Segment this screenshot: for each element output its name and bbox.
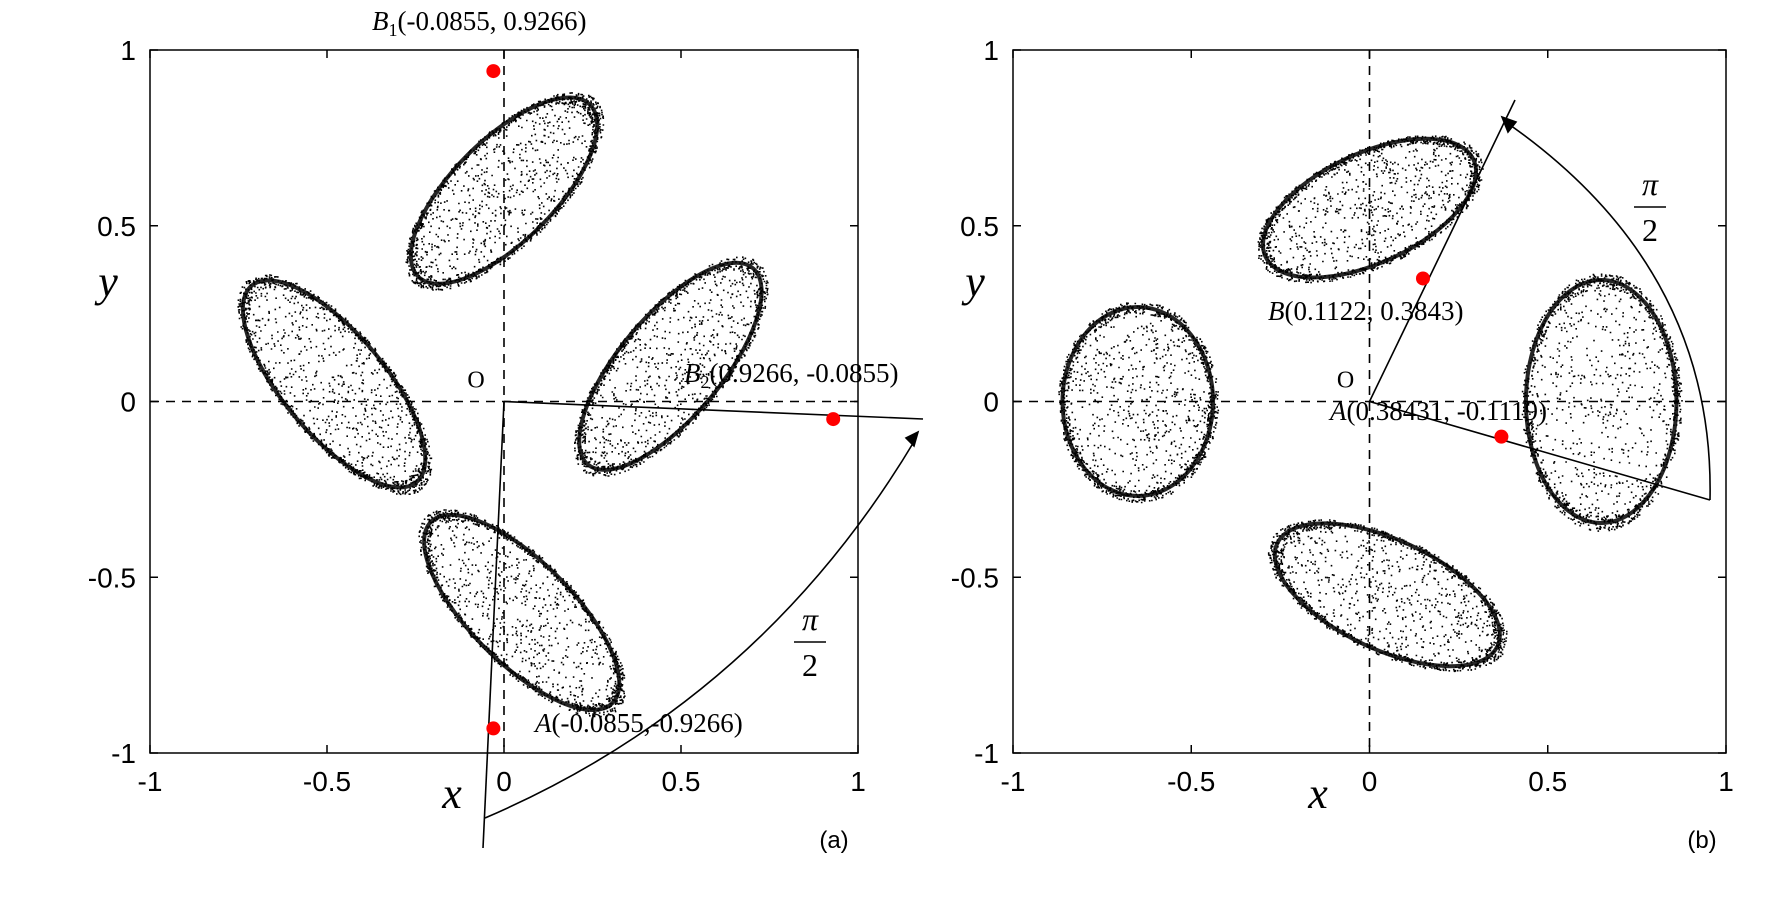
x-tick-label: 0.5	[1528, 766, 1567, 797]
point-label-coords: (0.9266, -0.0855)	[710, 358, 899, 388]
x-tick-label: 0	[496, 766, 512, 797]
y-tick-label: -0.5	[951, 562, 999, 593]
attractor-dots	[1257, 135, 1484, 284]
highlight-points	[486, 64, 841, 736]
point-label-subscript: 2	[701, 372, 710, 392]
y-tick-label: -0.5	[88, 562, 136, 593]
panel-b: -1 -0.5 0 0.5 110.50-0.5-1xy(b)Oπ2B(0.1122, …	[951, 35, 1734, 854]
origin-label: O	[467, 368, 484, 394]
x-tick-label: 0.5	[662, 766, 701, 797]
attractor-lobe	[1058, 302, 1220, 504]
point-label-coords: (0.38431, -0.1119)	[1347, 396, 1547, 426]
y-tick-label: 1	[120, 35, 136, 66]
attractor-lobe	[1267, 519, 1508, 673]
y-tick-label: 0	[120, 387, 136, 418]
attractor-dots	[1058, 302, 1220, 504]
highlight-points	[1415, 271, 1509, 444]
point-label-B: B(0.1122, 0.3843)	[1268, 296, 1463, 326]
point-A	[1494, 429, 1509, 444]
panel-a: -1 -0.5 0 0.5 110.50-0.5-1xy(a)Oπ2B1(-0.0855…	[88, 6, 924, 854]
point-label-subscript: 1	[389, 20, 398, 40]
y-tick-label: 1	[983, 35, 999, 66]
point-label-A: A(0.38431, -0.1119)	[1328, 396, 1547, 426]
attractor-band	[408, 95, 600, 286]
point-label-B1: B1(-0.0855, 0.9266)	[372, 6, 586, 40]
guide-line	[1369, 400, 1711, 501]
x-tick-label: -1	[138, 766, 163, 797]
point-B2	[826, 412, 841, 427]
arrow-head	[1500, 115, 1518, 134]
point-label-A: A(-0.0855,-0.9266)	[533, 708, 743, 738]
attractor-band	[1272, 521, 1502, 669]
x-tick-label: -0.5	[1167, 766, 1215, 797]
rotation-numerator: π	[1642, 166, 1659, 202]
panel-label: (a)	[819, 827, 848, 854]
x-tick-label: 1	[1718, 766, 1734, 797]
point-label-symbol: B	[684, 358, 701, 388]
attractor-lobe	[574, 256, 769, 477]
panel-label: (b)	[1687, 827, 1716, 854]
point-label-coords: (-0.0855,-0.9266)	[552, 708, 743, 738]
y-tick-label: 0.5	[97, 211, 136, 242]
y-tick-label: 0	[983, 387, 999, 418]
point-label-B2: B2(0.9266, -0.0855)	[684, 358, 898, 392]
point-label-coords: (-0.0855, 0.9266)	[398, 6, 587, 36]
y-axis-label: y	[961, 257, 985, 306]
rotation-numerator: π	[802, 601, 819, 637]
attractor-band	[1260, 136, 1479, 280]
rotation-guide	[1368, 99, 1711, 501]
point-B1	[486, 64, 501, 79]
guide-line	[503, 400, 924, 420]
attractor-band	[422, 512, 622, 712]
point-labels: B(0.1122, 0.3843) A(0.38431, -0.1119)	[1268, 296, 1547, 426]
point-label-symbol: B	[1268, 296, 1285, 326]
attractor-dots	[237, 274, 433, 496]
attractor-lobe	[418, 509, 626, 718]
attractor-lobe	[1257, 135, 1484, 284]
attractor-band	[577, 260, 764, 472]
attractor-lobe	[405, 92, 605, 291]
x-tick-label: -0.5	[303, 766, 351, 797]
rotation-denominator: 2	[1642, 212, 1658, 248]
rotation-label: π2	[1634, 166, 1666, 248]
rotation-arc	[1509, 124, 1711, 501]
point-label-symbol: A	[1328, 396, 1347, 426]
guide-line	[1368, 99, 1516, 402]
point-B	[1415, 271, 1430, 286]
attractor-dots	[1267, 519, 1508, 673]
x-tick-label: 1	[850, 766, 866, 797]
rotation-label: π2	[794, 601, 826, 683]
attractor-dots	[418, 509, 626, 718]
x-tick-label: 0	[1362, 766, 1378, 797]
point-label-symbol: A	[533, 708, 552, 738]
attractor-points	[237, 92, 769, 718]
origin-label: O	[1337, 368, 1354, 394]
guide-line	[482, 401, 505, 849]
y-tick-label: 0.5	[960, 211, 999, 242]
x-axis-label: x	[1307, 769, 1328, 818]
rotation-guide	[482, 400, 924, 849]
attractor-lobe	[237, 274, 433, 496]
attractor-dots	[574, 256, 769, 477]
arrow-head	[904, 430, 920, 448]
point-A	[486, 721, 501, 736]
attractor-band	[240, 278, 428, 490]
rotation-denominator: 2	[802, 647, 818, 683]
x-tick-label: -1	[1001, 766, 1026, 797]
rotation-arc	[484, 439, 916, 819]
y-axis-label: y	[94, 257, 118, 306]
attractor-dots	[405, 92, 605, 291]
y-tick-label: -1	[974, 738, 999, 769]
point-label-symbol: B	[372, 6, 389, 36]
point-label-coords: (0.1122, 0.3843)	[1285, 296, 1464, 326]
x-axis-label: x	[441, 769, 462, 818]
point-labels: B1(-0.0855, 0.9266)B2(0.9266, -0.0855)A(…	[372, 6, 898, 738]
y-tick-label: -1	[111, 738, 136, 769]
